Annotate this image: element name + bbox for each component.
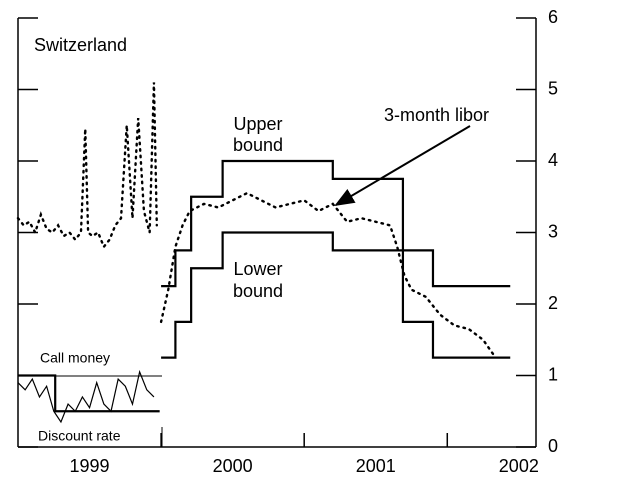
y-tick-label: 3 [548,221,558,241]
discount-label: Discount rate [38,428,121,444]
series-line [161,231,511,359]
x-tick-label: 1999 [70,456,110,476]
arrow [334,125,471,207]
y-tick-label: 2 [548,293,558,313]
lower-label: bound [233,281,283,301]
upper-label: bound [233,135,283,155]
x-tick-label: 2000 [213,456,253,476]
y-tick-label: 5 [548,78,558,98]
y-tick-label: 0 [548,436,558,456]
x-tick-label: 2002 [499,456,539,476]
y-tick-label: 4 [548,150,558,170]
x-tick-label: 2001 [356,456,396,476]
series-line [161,159,511,288]
libor-label: 3-month libor [384,105,489,125]
series-line [16,82,495,356]
series-line [17,369,155,424]
y-tick-label: 6 [548,7,558,27]
lower-label: Lower [233,259,282,279]
call-label: Call money [40,350,110,366]
chart-title: Switzerland [34,35,127,55]
upper-label: Upper [233,114,282,134]
series-line [18,374,160,413]
y-tick-label: 1 [548,364,558,384]
